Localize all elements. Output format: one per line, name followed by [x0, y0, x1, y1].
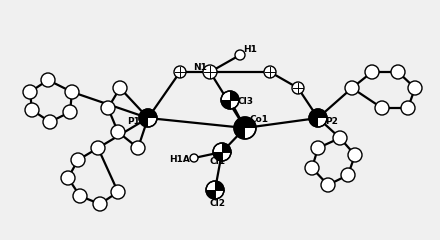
Wedge shape	[221, 100, 230, 109]
Ellipse shape	[305, 161, 319, 175]
Wedge shape	[148, 118, 156, 126]
Ellipse shape	[23, 85, 37, 99]
Ellipse shape	[111, 185, 125, 199]
Ellipse shape	[292, 82, 304, 94]
Ellipse shape	[139, 109, 157, 127]
Ellipse shape	[61, 171, 75, 185]
Ellipse shape	[264, 66, 276, 78]
Text: H1A: H1A	[169, 156, 191, 164]
Text: N1: N1	[193, 62, 207, 72]
Ellipse shape	[401, 101, 415, 115]
Ellipse shape	[213, 143, 231, 161]
Wedge shape	[215, 181, 224, 190]
Ellipse shape	[391, 65, 405, 79]
Ellipse shape	[333, 131, 347, 145]
Wedge shape	[222, 143, 231, 152]
Wedge shape	[318, 118, 326, 126]
Wedge shape	[213, 152, 222, 161]
Ellipse shape	[101, 101, 115, 115]
Ellipse shape	[111, 125, 125, 139]
Ellipse shape	[311, 141, 325, 155]
Text: Cl3: Cl3	[237, 97, 253, 107]
Ellipse shape	[235, 50, 245, 60]
Ellipse shape	[408, 81, 422, 95]
Text: Co1: Co1	[249, 115, 268, 125]
Ellipse shape	[73, 189, 87, 203]
Ellipse shape	[93, 197, 107, 211]
Ellipse shape	[91, 141, 105, 155]
Text: P2: P2	[326, 118, 338, 126]
Ellipse shape	[174, 66, 186, 78]
Ellipse shape	[131, 141, 145, 155]
Ellipse shape	[190, 154, 198, 162]
Ellipse shape	[206, 181, 224, 199]
Wedge shape	[206, 190, 215, 199]
Ellipse shape	[221, 91, 239, 109]
Wedge shape	[245, 128, 255, 138]
Ellipse shape	[203, 65, 217, 79]
Wedge shape	[230, 91, 239, 100]
Ellipse shape	[63, 105, 77, 119]
Ellipse shape	[375, 101, 389, 115]
Ellipse shape	[365, 65, 379, 79]
Ellipse shape	[43, 115, 57, 129]
Text: H1: H1	[243, 46, 257, 54]
Ellipse shape	[309, 109, 327, 127]
Ellipse shape	[341, 168, 355, 182]
Ellipse shape	[234, 117, 256, 139]
Ellipse shape	[348, 148, 362, 162]
Ellipse shape	[321, 178, 335, 192]
Ellipse shape	[25, 103, 39, 117]
Ellipse shape	[345, 81, 359, 95]
Ellipse shape	[65, 85, 79, 99]
Ellipse shape	[41, 73, 55, 87]
Ellipse shape	[71, 153, 85, 167]
Ellipse shape	[113, 81, 127, 95]
Text: Cl2: Cl2	[209, 199, 225, 209]
Text: Cl1: Cl1	[210, 157, 226, 167]
Text: P1: P1	[128, 118, 140, 126]
